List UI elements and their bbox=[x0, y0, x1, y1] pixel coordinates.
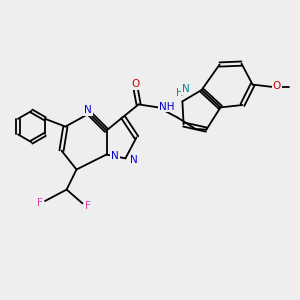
Text: O: O bbox=[272, 81, 281, 92]
Text: N: N bbox=[84, 105, 92, 115]
Text: H: H bbox=[176, 88, 184, 98]
Text: F: F bbox=[85, 201, 91, 211]
Text: N: N bbox=[111, 151, 119, 161]
Text: NH: NH bbox=[159, 101, 175, 112]
Text: F: F bbox=[37, 198, 43, 208]
Text: O: O bbox=[131, 79, 140, 89]
Text: N: N bbox=[182, 84, 190, 94]
Text: N: N bbox=[130, 154, 138, 165]
